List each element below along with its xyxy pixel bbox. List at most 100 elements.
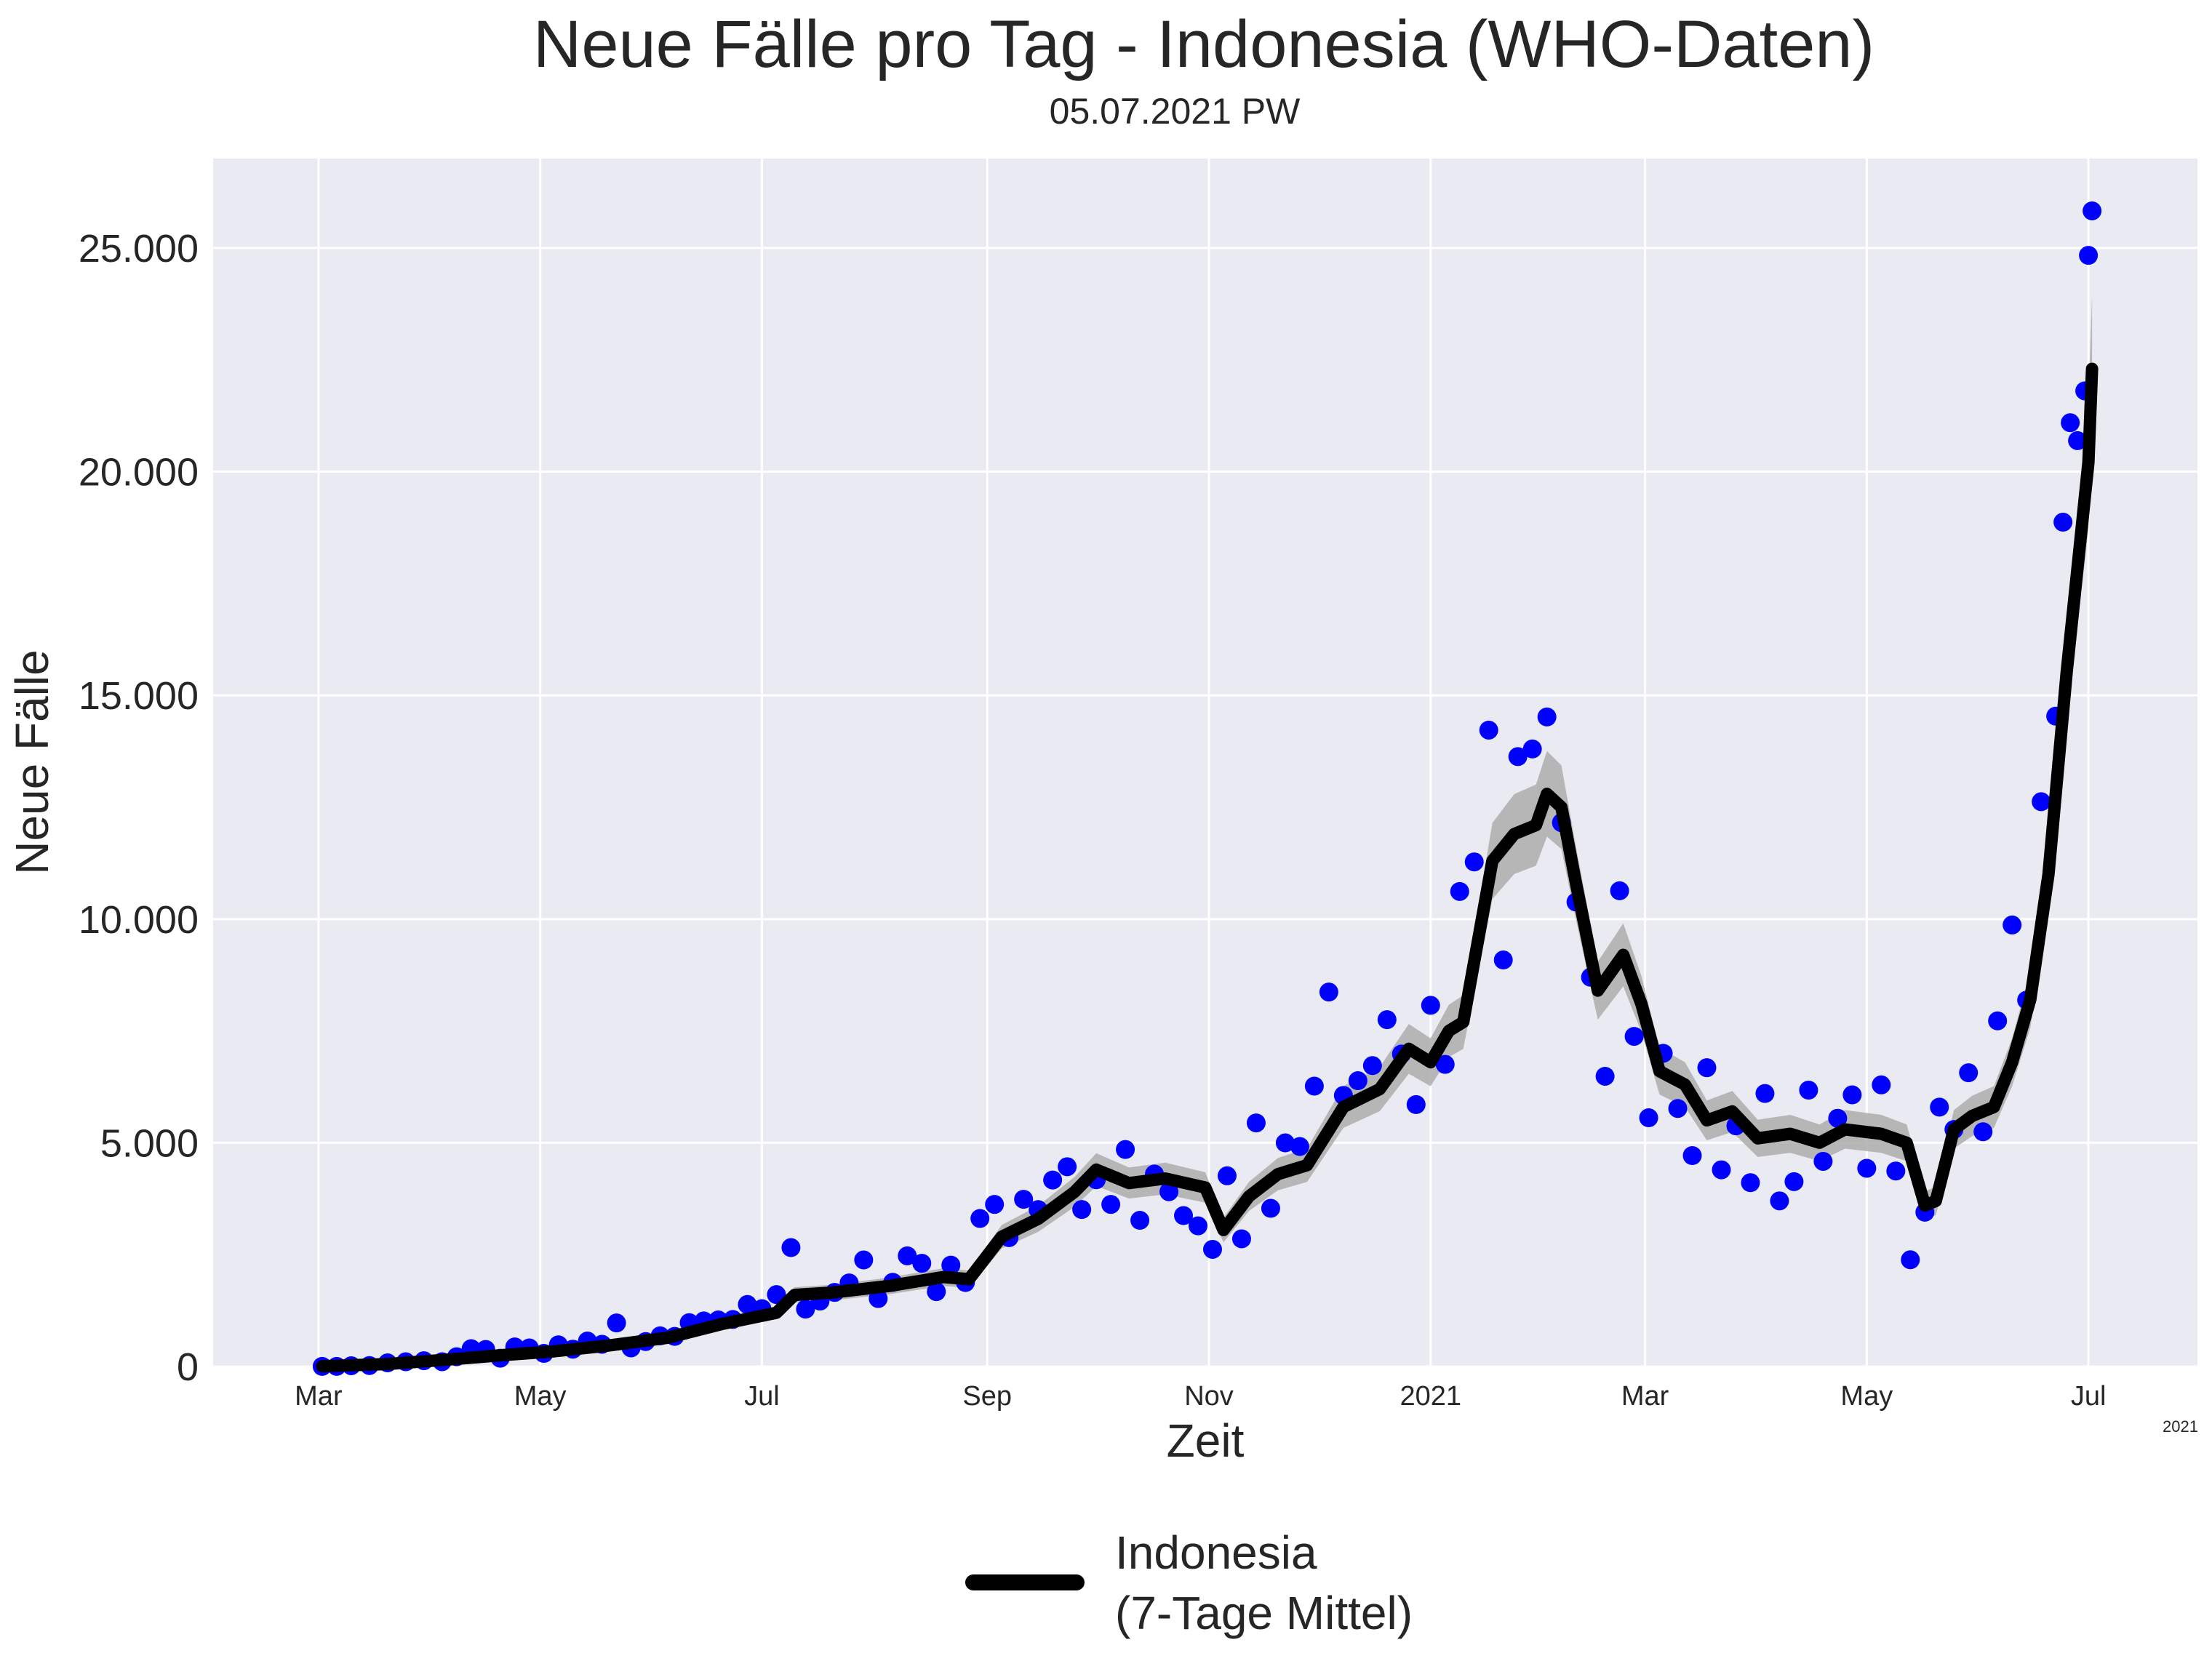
data-point bbox=[1435, 1054, 1455, 1074]
data-point bbox=[912, 1254, 932, 1273]
y-tick-labels: 0 5.000 10.000 15.000 20.000 25.000 bbox=[79, 227, 199, 1389]
data-point bbox=[1116, 1140, 1135, 1159]
data-point bbox=[941, 1255, 961, 1275]
data-point bbox=[1202, 1239, 1222, 1259]
data-point bbox=[781, 1238, 801, 1257]
data-point bbox=[1246, 1113, 1266, 1133]
data-point bbox=[1784, 1172, 1804, 1191]
data-point bbox=[1421, 996, 1440, 1015]
data-point bbox=[1261, 1198, 1280, 1218]
data-point bbox=[985, 1195, 1005, 1214]
data-point bbox=[1043, 1170, 1063, 1190]
x-tick-label: Jul bbox=[744, 1381, 780, 1412]
data-point bbox=[898, 1246, 917, 1265]
data-point bbox=[2068, 431, 2088, 450]
data-point bbox=[1058, 1157, 1077, 1177]
x-tick-label: Mar bbox=[295, 1381, 343, 1412]
data-point bbox=[1130, 1211, 1150, 1230]
data-point bbox=[1610, 881, 1629, 900]
y-tick-label: 5.000 bbox=[100, 1121, 199, 1165]
data-point bbox=[927, 1282, 946, 1302]
data-point bbox=[1217, 1166, 1237, 1185]
grid-lines bbox=[213, 159, 2197, 1368]
data-point bbox=[1290, 1137, 1309, 1156]
data-point bbox=[1231, 1229, 1251, 1249]
data-point bbox=[607, 1313, 626, 1333]
data-point bbox=[1741, 1173, 1760, 1193]
data-point bbox=[1668, 1099, 1688, 1118]
chart-title: Neue Fälle pro Tag - Indonesia (WHO-Date… bbox=[533, 7, 1874, 81]
data-point bbox=[1377, 1010, 1397, 1030]
data-point bbox=[1813, 1151, 1833, 1171]
data-point bbox=[738, 1294, 757, 1314]
data-point bbox=[1973, 1122, 1993, 1142]
data-point bbox=[1930, 1097, 1949, 1117]
data-point bbox=[1072, 1200, 1092, 1220]
data-point bbox=[1174, 1206, 1194, 1225]
data-point bbox=[1522, 739, 1542, 759]
data-point bbox=[796, 1300, 815, 1319]
legend: Indonesia (7-Tage Mittel) bbox=[965, 1526, 1413, 1639]
data-point bbox=[1362, 1056, 1382, 1076]
x-tick-label: Nov bbox=[1184, 1381, 1234, 1412]
x-tick-label: Sep bbox=[962, 1381, 1012, 1412]
data-point bbox=[1988, 1011, 2008, 1030]
data-point bbox=[2079, 246, 2099, 265]
data-point bbox=[1275, 1133, 1295, 1153]
x-tick-label: Mar bbox=[1621, 1381, 1669, 1412]
data-point bbox=[1189, 1216, 1208, 1236]
data-point bbox=[1857, 1158, 1877, 1178]
data-point bbox=[2083, 201, 2102, 220]
data-point bbox=[1959, 1063, 1979, 1083]
data-point bbox=[2061, 413, 2080, 433]
y-tick-label: 10.000 bbox=[79, 898, 199, 942]
data-point bbox=[1508, 747, 1528, 767]
data-point bbox=[1799, 1081, 1818, 1100]
x-tick-labels: Mar May Jul Sep Nov 2021 Mar May Jul bbox=[295, 1381, 2106, 1412]
x-axis-label: Zeit bbox=[1167, 1414, 1245, 1467]
data-point bbox=[1319, 982, 1338, 1002]
y-tick-label: 0 bbox=[177, 1345, 199, 1389]
x-offset-label: 2021 bbox=[2163, 1417, 2198, 1436]
data-point bbox=[1348, 1071, 1367, 1091]
data-point bbox=[1537, 707, 1557, 727]
data-point bbox=[1697, 1058, 1717, 1078]
data-point bbox=[1712, 1160, 1731, 1180]
data-point bbox=[1770, 1191, 1789, 1211]
data-point bbox=[1901, 1250, 1920, 1270]
data-point bbox=[2032, 792, 2051, 812]
data-point bbox=[1464, 852, 1484, 872]
data-point bbox=[1639, 1108, 1658, 1128]
data-point bbox=[1755, 1084, 1775, 1103]
y-tick-label: 20.000 bbox=[79, 451, 199, 495]
data-point bbox=[1014, 1190, 1034, 1209]
data-point bbox=[1450, 881, 1469, 901]
data-point bbox=[2053, 513, 2073, 532]
y-axis-label: Neue Fälle bbox=[6, 649, 58, 875]
average-line bbox=[316, 362, 2099, 1373]
y-tick-label: 25.000 bbox=[79, 227, 199, 271]
data-point bbox=[1842, 1085, 1862, 1105]
data-point bbox=[1101, 1195, 1121, 1214]
data-point bbox=[1493, 950, 1513, 970]
data-point bbox=[1624, 1027, 1644, 1046]
chart-subtitle: 05.07.2021 PW bbox=[1050, 91, 1301, 132]
data-point bbox=[2003, 915, 2022, 934]
data-point bbox=[1159, 1182, 1179, 1201]
data-point bbox=[854, 1250, 874, 1270]
y-tick-label: 15.000 bbox=[79, 674, 199, 718]
legend-label-line-2: (7-Tage Mittel) bbox=[1115, 1587, 1413, 1639]
data-point bbox=[767, 1285, 786, 1305]
data-point bbox=[1479, 720, 1498, 740]
data-point bbox=[1886, 1161, 1906, 1181]
series-line bbox=[316, 362, 2099, 1373]
x-tick-label: 2021 bbox=[1400, 1381, 1461, 1412]
legend-label: Indonesia (7-Tage Mittel) bbox=[1115, 1526, 1413, 1639]
data-point bbox=[1595, 1066, 1615, 1086]
data-point bbox=[1304, 1076, 1324, 1096]
data-point bbox=[1872, 1075, 1891, 1094]
data-point bbox=[1682, 1146, 1702, 1166]
legend-label-line-1: Indonesia bbox=[1115, 1526, 1317, 1579]
x-tick-label: Jul bbox=[2071, 1381, 2107, 1412]
